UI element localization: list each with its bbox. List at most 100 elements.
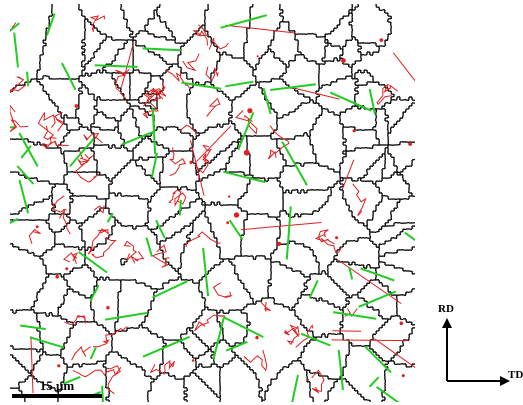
twin-line-green — [62, 375, 81, 385]
twin-boundary-red — [41, 137, 69, 150]
twin-line-red — [196, 125, 232, 163]
twin-line-red — [30, 336, 34, 394]
twin-boundary-red — [205, 66, 219, 82]
rd-arrow-head — [442, 318, 452, 328]
red-spot — [228, 195, 231, 198]
twin-line-green — [101, 385, 104, 402]
twin-line-red — [332, 330, 362, 332]
twin-boundary-red — [63, 252, 79, 264]
twin-line-red — [292, 87, 340, 100]
twin-boundary-red — [77, 150, 91, 166]
twin-boundary-red — [72, 367, 122, 378]
twin-boundary-red — [182, 53, 200, 72]
twin-boundary-red — [115, 68, 130, 100]
twin-line-green — [225, 340, 248, 352]
twin-boundary-red — [352, 183, 367, 216]
ebsd-grain-boundary-map — [10, 4, 415, 402]
twin-line-green — [121, 130, 156, 146]
twin-boundary-red — [283, 324, 300, 337]
twin-line-green — [19, 324, 46, 331]
twin-boundary-red — [311, 369, 325, 394]
twin-boundary-red — [89, 15, 106, 33]
twin-boundary-red — [91, 237, 117, 259]
twin-boundary-red — [126, 250, 145, 262]
twin-line-green — [360, 267, 395, 282]
red-spot — [352, 129, 356, 133]
twin-boundary-red — [83, 132, 103, 144]
twin-line-green — [10, 217, 19, 225]
twin-line-green — [178, 199, 182, 216]
twin-boundary-red — [376, 83, 398, 106]
twin-line-green — [78, 251, 108, 274]
twin-line-red — [331, 339, 408, 342]
twin-line-green — [270, 83, 316, 91]
red-spot — [379, 38, 384, 42]
twin-line-green — [262, 87, 272, 115]
red-spot — [335, 236, 339, 240]
twin-boundary-red — [295, 324, 314, 348]
twin-boundary-red — [286, 325, 300, 346]
twin-line-green — [212, 317, 225, 360]
red-spot — [65, 267, 69, 271]
twin-boundary-red — [28, 228, 41, 244]
twin-boundary-red — [10, 104, 29, 133]
red-spot — [35, 225, 39, 229]
twin-line-red — [392, 52, 415, 82]
twin-line-red — [374, 338, 415, 368]
red-spot — [306, 378, 309, 382]
twin-boundary-red — [71, 345, 91, 361]
twin-boundary-red — [260, 301, 271, 312]
red-spot — [233, 212, 240, 218]
twin-boundary-red — [314, 229, 335, 245]
twin-line-green — [150, 152, 158, 178]
grain-boundary-overlay — [10, 4, 415, 402]
twin-line-green — [364, 345, 392, 374]
twin-boundary-red — [212, 282, 233, 299]
twin-boundary-red — [208, 37, 229, 50]
twin-line-green — [10, 22, 20, 33]
red-spot — [74, 104, 79, 108]
twin-line-green — [45, 13, 56, 36]
twin-line-red — [337, 259, 402, 305]
twin-line-green — [285, 206, 292, 260]
twin-line-green — [368, 88, 376, 115]
twin-line-green — [106, 212, 114, 223]
twin-boundary-red — [192, 24, 209, 46]
red-spot — [277, 241, 282, 246]
twin-line-green — [329, 91, 372, 112]
twin-line-green — [29, 336, 65, 349]
twin-boundary-red — [58, 210, 71, 235]
twin-line-green — [61, 62, 77, 91]
twin-line-green — [332, 311, 377, 320]
twin-line-red — [190, 140, 205, 196]
twin-line-green — [142, 335, 191, 358]
twin-boundary-red — [179, 124, 197, 136]
grain-boundaries — [10, 4, 415, 402]
twin-line-green — [26, 71, 30, 87]
red-spot — [256, 55, 259, 58]
twin-line-green — [69, 137, 95, 168]
twin-line-green — [18, 179, 30, 214]
twin-line-green — [94, 64, 138, 68]
twin-line-green — [308, 279, 319, 299]
red-spot — [106, 306, 110, 310]
scale-bar-label: 15 μm — [39, 378, 75, 393]
red-spot — [255, 335, 259, 340]
twin-boundary-red — [93, 205, 105, 214]
twin-line-green — [337, 349, 344, 391]
twin-line-green — [404, 231, 415, 242]
twin-line-green — [20, 145, 32, 159]
twin-boundary-red — [168, 147, 187, 177]
twin-line-green — [152, 280, 188, 299]
twin-line-green — [220, 14, 268, 29]
twin-line-green — [223, 316, 264, 338]
twin-boundary-red — [87, 228, 109, 255]
twin-line-green — [89, 347, 97, 360]
twin-line-red — [225, 24, 296, 34]
twin-line-green — [155, 219, 166, 239]
twin-boundary-red — [106, 365, 121, 395]
red-spot — [55, 274, 59, 279]
twin-boundary-red — [235, 110, 258, 135]
twin-boundary-red — [75, 153, 99, 183]
twin-line-green — [281, 141, 308, 186]
